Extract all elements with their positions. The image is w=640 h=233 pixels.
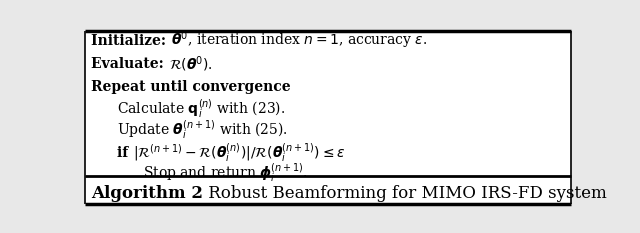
Text: Stop and return $\boldsymbol{\phi}_i^{(n+1)}$.: Stop and return $\boldsymbol{\phi}_i^{(n…	[143, 162, 308, 185]
Text: Robust Beamforming for MIMO IRS-FD system: Robust Beamforming for MIMO IRS-FD syste…	[203, 185, 607, 202]
Text: Evaluate:: Evaluate:	[91, 57, 168, 71]
Text: Repeat until convergence: Repeat until convergence	[91, 80, 291, 94]
Text: Update $\boldsymbol{\theta}_i^{(n+1)}$ with (25).: Update $\boldsymbol{\theta}_i^{(n+1)}$ w…	[117, 119, 288, 142]
Text: $\boldsymbol{\theta}^0$, iteration index $n = 1$, accuracy $\epsilon$.: $\boldsymbol{\theta}^0$, iteration index…	[171, 30, 427, 51]
Text: Initialize:: Initialize:	[91, 34, 171, 48]
Text: $|\mathcal{R}^{(n+1)} - \mathcal{R}(\boldsymbol{\theta}_i^{(n)})|/\mathcal{R}(\b: $|\mathcal{R}^{(n+1)} - \mathcal{R}(\bol…	[133, 142, 346, 165]
Text: if: if	[117, 146, 133, 160]
Text: Algorithm 2: Algorithm 2	[91, 185, 203, 202]
Text: Calculate $\mathbf{q}_i^{(n)}$ with (23).: Calculate $\mathbf{q}_i^{(n)}$ with (23)…	[117, 97, 285, 121]
Text: $\mathcal{R}(\boldsymbol{\theta}^0)$.: $\mathcal{R}(\boldsymbol{\theta}^0)$.	[168, 54, 212, 74]
